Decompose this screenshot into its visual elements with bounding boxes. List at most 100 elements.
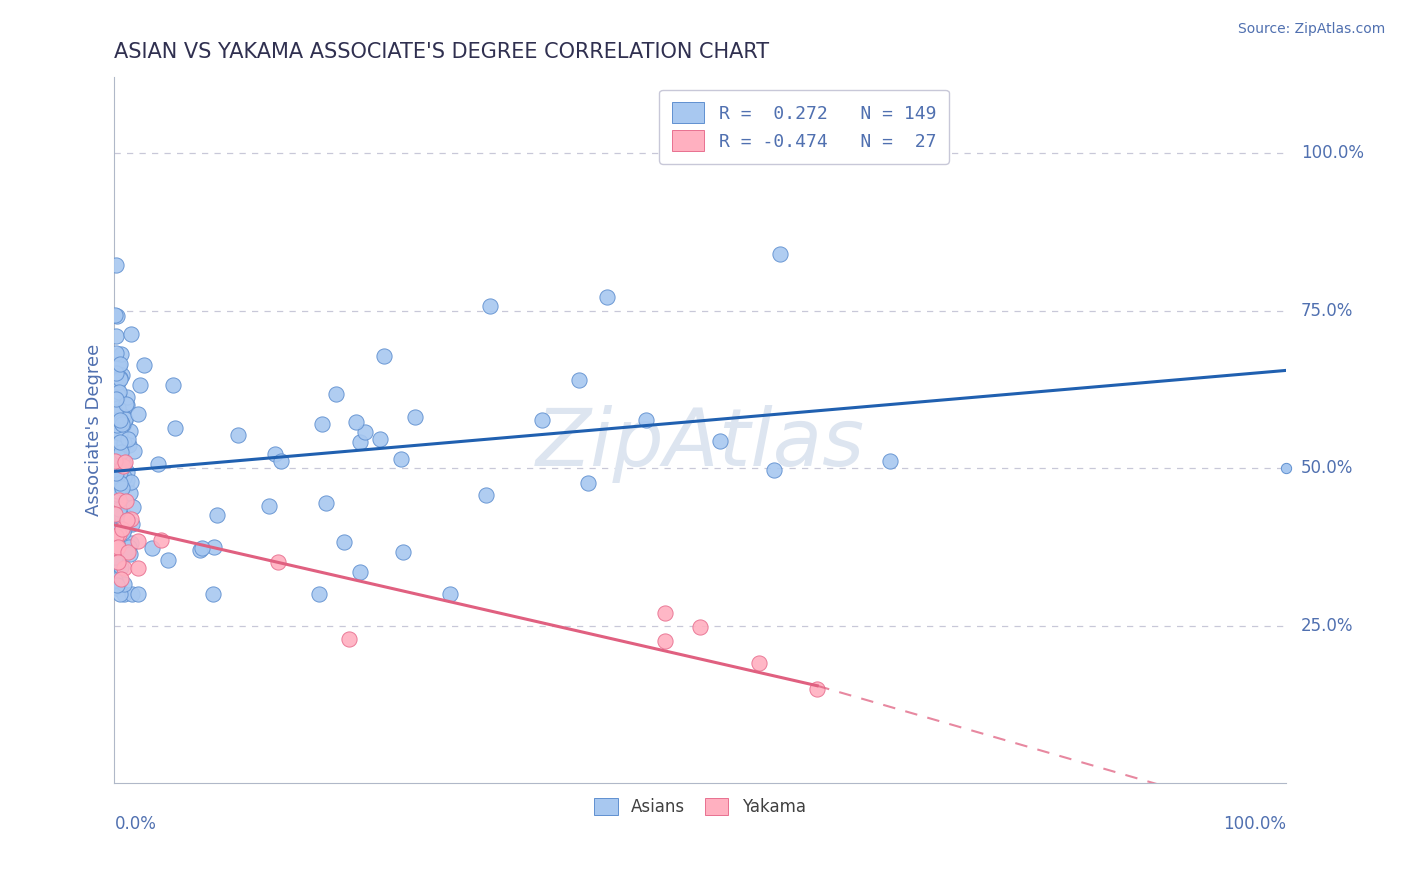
- Text: 50.0%: 50.0%: [1301, 459, 1354, 477]
- Point: [654, 606, 676, 620]
- Point: [107, 386, 129, 401]
- Point: [105, 541, 128, 555]
- Point: [190, 543, 212, 558]
- Point: [111, 458, 134, 473]
- Point: [709, 434, 731, 448]
- Point: [202, 587, 225, 601]
- Point: [108, 465, 131, 479]
- Point: [478, 299, 501, 313]
- Point: [105, 466, 128, 480]
- Point: [129, 377, 152, 392]
- Point: [115, 465, 138, 479]
- Point: [115, 390, 138, 404]
- Point: [104, 573, 127, 587]
- Point: [353, 425, 375, 440]
- Point: [114, 413, 136, 427]
- Point: [112, 417, 135, 431]
- Point: [105, 524, 128, 539]
- Point: [104, 580, 127, 594]
- Point: [114, 493, 136, 508]
- Point: [112, 561, 135, 575]
- Point: [117, 541, 139, 555]
- Point: [108, 582, 131, 597]
- Point: [108, 357, 131, 371]
- Point: [108, 493, 131, 508]
- Point: [1274, 461, 1296, 475]
- Point: [117, 438, 139, 452]
- Point: [122, 444, 145, 458]
- Point: [104, 557, 127, 571]
- Point: [576, 475, 599, 490]
- Point: [111, 525, 134, 540]
- Point: [107, 483, 129, 498]
- Point: [654, 634, 676, 648]
- Point: [112, 417, 135, 432]
- Point: [110, 560, 132, 574]
- Point: [107, 450, 129, 464]
- Point: [121, 517, 143, 532]
- Point: [389, 452, 412, 467]
- Point: [762, 463, 785, 477]
- Point: [111, 522, 134, 536]
- Text: 25.0%: 25.0%: [1301, 617, 1354, 635]
- Point: [107, 385, 129, 400]
- Point: [108, 413, 131, 427]
- Point: [107, 505, 129, 519]
- Text: 100.0%: 100.0%: [1223, 815, 1285, 833]
- Legend: Asians, Yakama: Asians, Yakama: [586, 789, 814, 824]
- Point: [108, 527, 131, 541]
- Point: [104, 346, 127, 360]
- Point: [107, 557, 129, 571]
- Point: [120, 536, 142, 550]
- Point: [105, 475, 128, 489]
- Point: [108, 491, 131, 506]
- Point: [127, 407, 149, 421]
- Point: [110, 425, 132, 440]
- Point: [112, 457, 135, 471]
- Point: [349, 434, 371, 449]
- Point: [150, 533, 173, 547]
- Point: [114, 411, 136, 425]
- Point: [105, 403, 128, 417]
- Point: [127, 534, 149, 549]
- Point: [202, 541, 225, 555]
- Text: 75.0%: 75.0%: [1301, 301, 1354, 319]
- Point: [120, 475, 142, 489]
- Point: [114, 454, 136, 468]
- Point: [110, 445, 132, 459]
- Point: [141, 541, 163, 555]
- Point: [118, 424, 141, 438]
- Point: [108, 470, 131, 484]
- Point: [105, 392, 128, 406]
- Point: [157, 552, 180, 566]
- Text: Source: ZipAtlas.com: Source: ZipAtlas.com: [1237, 22, 1385, 37]
- Point: [108, 478, 131, 492]
- Point: [111, 417, 134, 431]
- Point: [107, 540, 129, 554]
- Point: [122, 500, 145, 515]
- Point: [104, 376, 127, 391]
- Point: [107, 401, 129, 416]
- Point: [596, 290, 619, 304]
- Point: [110, 573, 132, 587]
- Point: [107, 555, 129, 569]
- Point: [105, 366, 128, 380]
- Point: [110, 481, 132, 495]
- Point: [264, 446, 287, 460]
- Point: [110, 347, 132, 361]
- Point: [325, 387, 347, 401]
- Point: [108, 502, 131, 516]
- Point: [315, 496, 337, 510]
- Point: [120, 326, 142, 341]
- Point: [404, 409, 426, 424]
- Point: [368, 432, 391, 446]
- Point: [115, 473, 138, 487]
- Point: [117, 545, 139, 559]
- Point: [110, 450, 132, 465]
- Point: [104, 391, 127, 405]
- Point: [115, 397, 138, 411]
- Text: 100.0%: 100.0%: [1301, 144, 1364, 161]
- Point: [104, 550, 127, 565]
- Point: [879, 454, 901, 468]
- Point: [104, 507, 127, 521]
